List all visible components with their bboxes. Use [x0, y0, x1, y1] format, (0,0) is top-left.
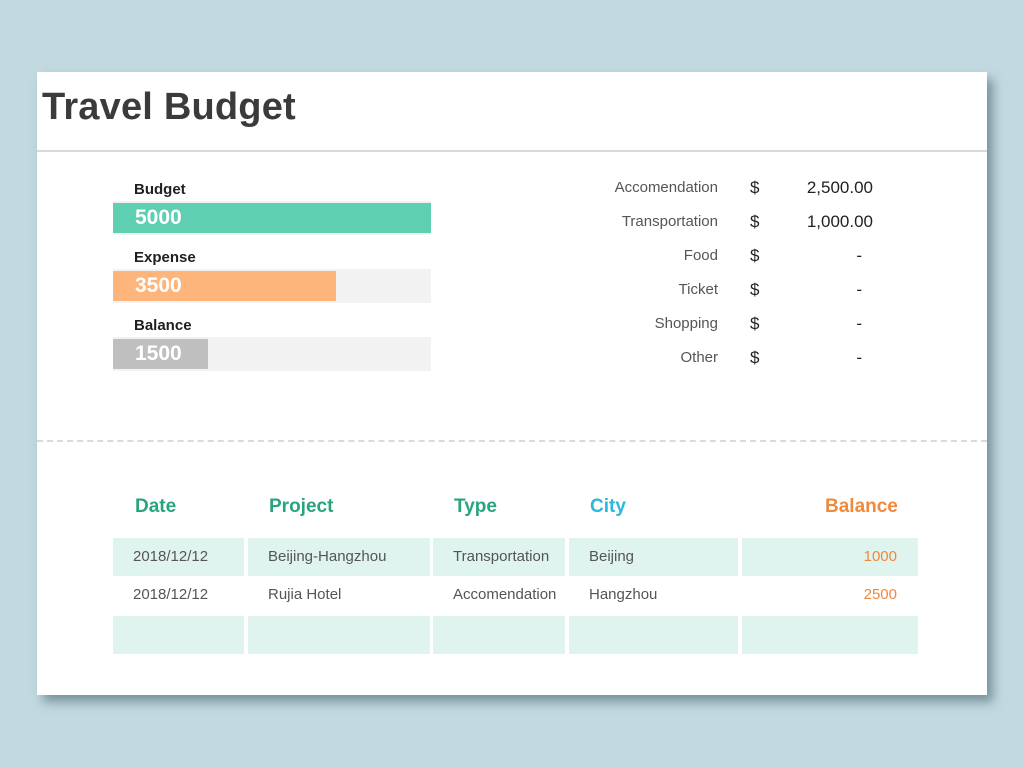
header-city: City [590, 496, 626, 517]
table-cell-date[interactable]: 2018/12/12 [133, 586, 209, 603]
category-name: Ticket [678, 281, 718, 298]
expense-summary: Expense 3500 [113, 247, 431, 303]
table-cell-project[interactable] [248, 616, 430, 654]
table-cell-type[interactable]: Transportation [433, 538, 565, 576]
expense-bar-fill [113, 271, 336, 301]
budget-bar-track: 5000 [113, 201, 431, 235]
category-row: Accomendation $ 2,500.00 [557, 171, 877, 205]
table-cell-type[interactable] [433, 616, 565, 654]
table-cell-city[interactable]: Hangzhou [589, 586, 658, 603]
table-cell-type[interactable]: Accomendation [453, 586, 557, 603]
table-cell-project[interactable]: Rujia Hotel [268, 586, 342, 603]
page-title: Travel Budget [42, 86, 296, 128]
balance-value: 1500 [135, 342, 182, 365]
category-row: Food $ - [557, 239, 877, 273]
table-cell-city[interactable]: Beijing [569, 538, 738, 576]
balance-label: Balance [134, 317, 192, 334]
budget-sheet: Travel Budget Budget 5000 Expense 3500 B… [37, 72, 987, 695]
budget-summary: Budget 5000 [113, 179, 431, 235]
header-project: Project [269, 496, 334, 517]
table-cell-project[interactable]: Beijing-Hangzhou [248, 538, 430, 576]
table-cell-balance[interactable] [742, 616, 918, 654]
expense-value: 3500 [135, 274, 182, 297]
balance-bar-track: 1500 [113, 337, 431, 371]
budget-label: Budget [134, 181, 186, 198]
balance-summary: Balance 1500 [113, 315, 431, 371]
category-name: Transportation [621, 213, 718, 230]
category-currency: $ [750, 348, 760, 367]
expense-bar-track: 3500 [113, 269, 431, 303]
category-name: Shopping [654, 315, 718, 332]
category-row: Shopping $ - [557, 307, 877, 341]
balance-bar-fill [113, 339, 208, 369]
category-row: Transportation $ 1,000.00 [557, 205, 877, 239]
table-cell-balance[interactable]: 2500 [863, 586, 897, 603]
category-amount: - [856, 314, 862, 333]
budget-value: 5000 [135, 206, 182, 229]
table-cell-city[interactable] [569, 616, 738, 654]
category-name: Other [680, 349, 718, 366]
header-date: Date [135, 496, 177, 517]
category-currency: $ [750, 212, 760, 231]
category-name: Food [683, 247, 718, 264]
category-amount: - [856, 348, 862, 367]
category-amount: 2,500.00 [806, 178, 873, 197]
category-currency: $ [750, 280, 760, 299]
category-amount: 1,000.00 [806, 212, 873, 231]
category-row: Other $ - [557, 341, 877, 375]
title-divider [37, 150, 987, 152]
table-cell-balance[interactable]: 1000 [742, 538, 918, 576]
header-type: Type [454, 496, 497, 517]
category-amount: - [856, 246, 862, 265]
section-divider [37, 440, 987, 442]
table-cell-date[interactable]: 2018/12/12 [113, 538, 244, 576]
expense-label: Expense [134, 249, 196, 266]
budget-bar-fill [113, 203, 431, 233]
category-currency: $ [750, 178, 760, 197]
category-currency: $ [750, 246, 760, 265]
table-cell-date[interactable] [113, 616, 244, 654]
category-amount: - [856, 280, 862, 299]
header-balance: Balance [825, 496, 898, 517]
category-currency: $ [750, 314, 760, 333]
category-name: Accomendation [614, 179, 718, 196]
category-row: Ticket $ - [557, 273, 877, 307]
